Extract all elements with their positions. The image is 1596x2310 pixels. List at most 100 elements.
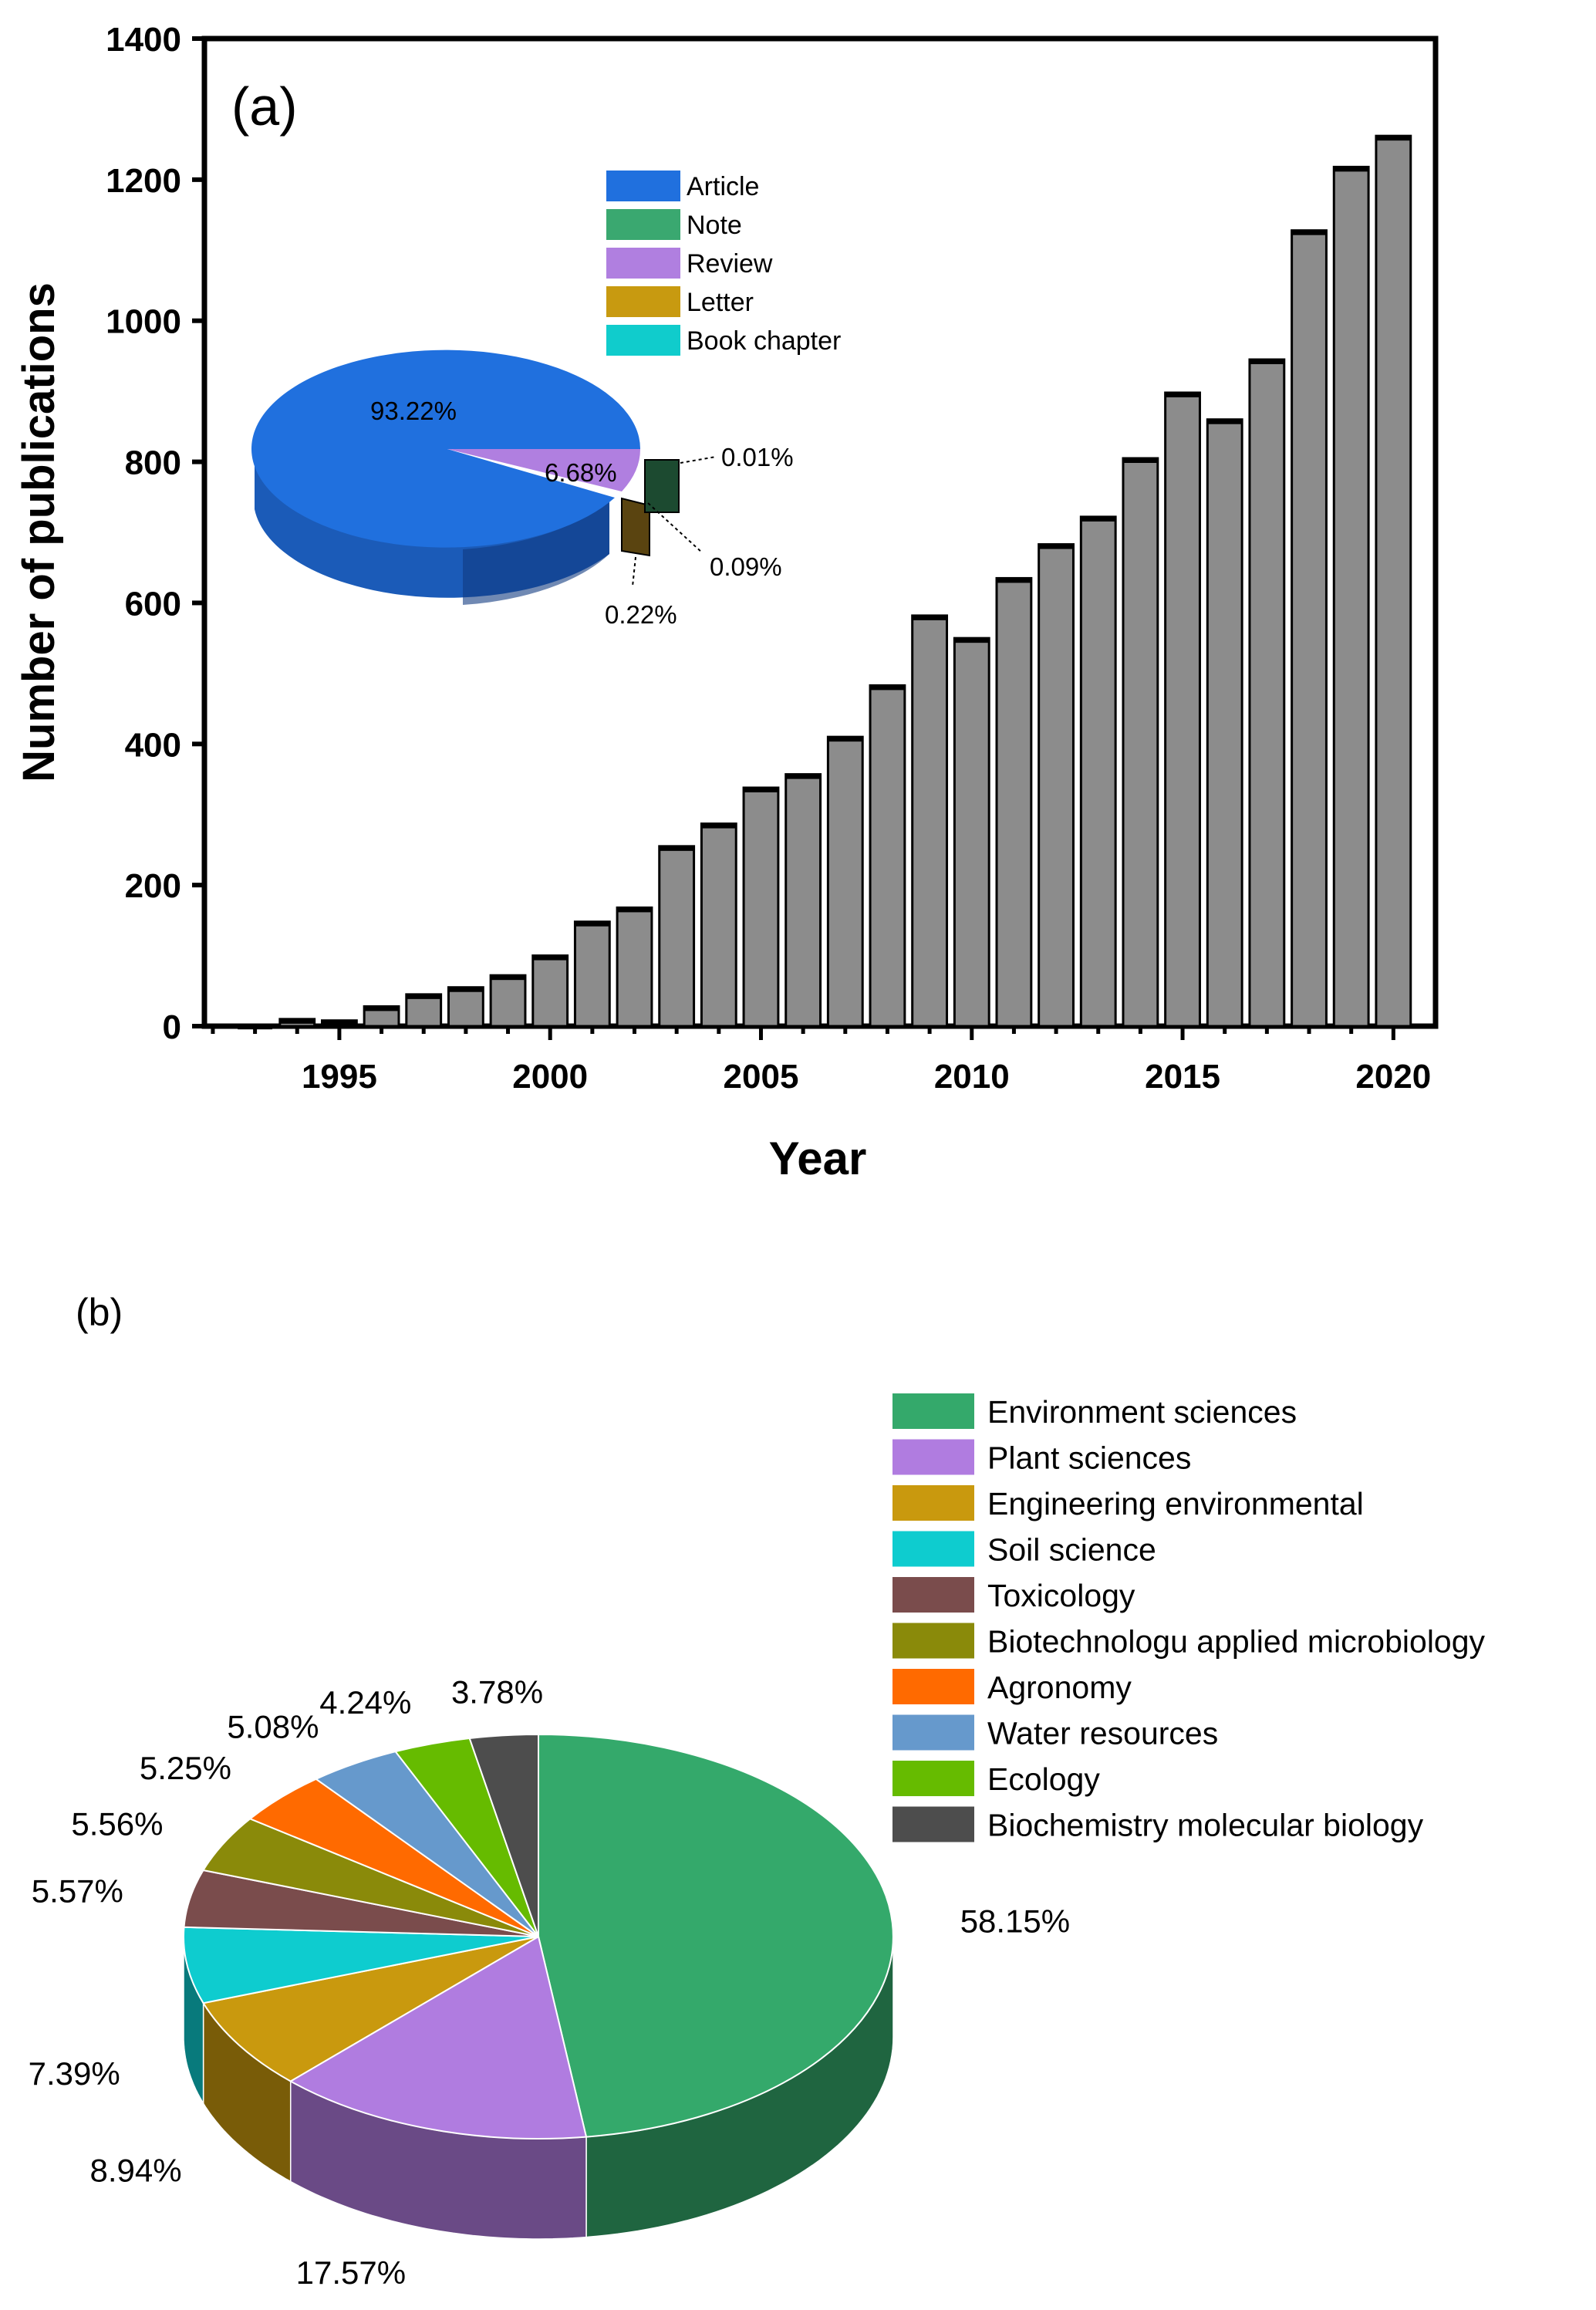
bar-2002 (616, 906, 653, 1028)
legend-swatch-ecology (892, 1761, 974, 1796)
pie-label-biotechnologu-applied-microbiology: 5.56% (71, 1806, 163, 1842)
bar-2012 (1038, 543, 1075, 1028)
bar-2006 (785, 773, 822, 1028)
bar-2001 (573, 920, 611, 1028)
bar-2014 (1122, 457, 1159, 1028)
inset-legend-swatch-letter (606, 286, 680, 317)
y-tick-label-600: 600 (125, 585, 181, 623)
bar-2018 (1291, 229, 1328, 1028)
x-axis-title: Year (769, 1133, 867, 1184)
legend-label-toxicology: Toxicology (987, 1578, 1135, 1613)
inset-legend-label-review: Review (687, 249, 773, 279)
bar-cap-2005 (744, 787, 778, 792)
bar-2007 (826, 735, 864, 1028)
panel-label-b: (b) (76, 1291, 123, 1334)
bar-2011 (995, 576, 1033, 1028)
inset-legend-label-book-chapter: Book chapter (687, 326, 841, 356)
bar-2015 (1164, 391, 1201, 1028)
legend-swatch-toxicology (892, 1577, 974, 1613)
bar-cap-2004 (701, 823, 737, 829)
bar-1999 (489, 974, 527, 1028)
y-tick-label-1000: 1000 (106, 303, 181, 341)
y-tick-label-0: 0 (163, 1008, 181, 1046)
pie-label-water-resources: 5.08% (227, 1709, 319, 1745)
pie-b: 58.15% 17.57% 8.94% 7.39% 5.57% 5.56% 5.25% 5.0… (29, 1674, 1071, 2291)
bar-2013 (1079, 515, 1117, 1028)
y-tick-label-400: 400 (125, 726, 181, 764)
bar-2019 (1332, 165, 1370, 1028)
bar-2000 (531, 954, 569, 1028)
legend-label-biotechnologu-applied-microbiology: Biotechnologu applied microbiology (987, 1624, 1486, 1660)
inset-slice-review (447, 449, 641, 491)
pie-slice-biochemistry-molecular-biology (468, 1733, 539, 1937)
pie-label-engineering-environmental: 8.94% (90, 2153, 182, 2189)
inset-legend-swatch-book-chapter (606, 325, 680, 356)
bar-cap-2017 (1249, 360, 1284, 364)
bar-2010 (953, 637, 990, 1028)
inset-pie-side-gradient (463, 499, 609, 605)
bar-cap-2014 (1122, 458, 1158, 463)
pie-label-agronomy: 5.25% (140, 1750, 231, 1786)
pie-slice-plant-sciences (288, 1935, 588, 2139)
bar-cap-1994 (279, 1018, 315, 1024)
bar-2005 (742, 786, 780, 1028)
legend-swatch-soil-science (892, 1531, 974, 1567)
y-tick-label-800: 800 (125, 444, 181, 482)
bar-cap-2011 (997, 578, 1031, 583)
bar-cap-2002 (617, 907, 652, 913)
inset-legend: Article Note Review Letter Book chapter (606, 171, 841, 356)
legend-swatch-biochemistry-molecular-biology (892, 1806, 974, 1842)
x-tick-label-2010: 2010 (934, 1058, 1010, 1096)
bar-2017 (1248, 358, 1286, 1028)
bar-cap-1998 (448, 987, 484, 992)
pie-side-walls (183, 1936, 894, 2240)
y-tick-label-200: 200 (125, 867, 181, 905)
bar-2009 (911, 614, 949, 1028)
bar-2003 (658, 845, 696, 1028)
inset-legend-swatch-review (606, 248, 680, 279)
bar-2004 (700, 822, 737, 1028)
legend-label-agronomy: Agronomy (987, 1670, 1132, 1705)
bar-cap-2019 (1334, 167, 1369, 172)
bar-cap-1999 (491, 975, 525, 981)
pie-label-soil-science: 7.39% (29, 2055, 120, 2092)
pie-label-ecology: 4.24% (319, 1684, 411, 1721)
bar-cap-2008 (870, 685, 905, 691)
legend-label-ecology: Ecology (987, 1761, 1100, 1797)
inset-leader-letter (632, 556, 636, 587)
inset-slice-label-letter: 0.22% (605, 600, 677, 629)
pie-label-plant-sciences: 17.57% (296, 2254, 406, 2291)
inset-legend-swatch-article (606, 171, 680, 201)
legend-swatch-biotechnologu-applied-microbiology (892, 1623, 974, 1659)
bar-cap-2013 (1081, 516, 1116, 522)
panel-label-a: (a) (231, 76, 298, 137)
legend-label-soil-science: Soil science (987, 1532, 1156, 1568)
pie-labels: 58.15% 17.57% 8.94% 7.39% 5.57% 5.56% 5.25% 5.0… (29, 1674, 1071, 2291)
inset-slice-note (644, 459, 680, 513)
inset-slice-label-book: 0.09% (710, 552, 782, 581)
y-tick-label-1400: 1400 (106, 21, 181, 59)
bar-chart-panel: (a) 0 200 400 600 800 1000 1200 1400 1995 2000 20… (14, 21, 1439, 1184)
pie-top-faces (183, 1733, 894, 2139)
bar-cap-2020 (1375, 136, 1411, 141)
bar-1997 (405, 993, 443, 1028)
bar-cap-2009 (912, 615, 947, 620)
inset-slice-label-article: 93.22% (370, 397, 457, 425)
pie-label-environment-sciences: 58.15% (960, 1903, 1070, 1939)
pie-label-toxicology: 5.57% (32, 1873, 123, 1909)
bar-cap-2000 (532, 955, 568, 961)
y-axis: 0 200 400 600 800 1000 1200 1400 (106, 21, 204, 1046)
bar-2008 (869, 684, 906, 1028)
legend-swatch-environment-sciences (892, 1393, 974, 1429)
inset-slice-article (251, 350, 641, 548)
bar-1998 (447, 986, 484, 1028)
bar-cap-2016 (1207, 419, 1243, 424)
bar-cap-1997 (406, 994, 441, 999)
x-tick-label-1995: 1995 (302, 1058, 377, 1096)
legend-swatch-water-resources (892, 1714, 974, 1751)
bar-cap-2001 (575, 921, 610, 927)
inset-slice-letter (621, 497, 650, 557)
pie-slice-engineering-environmental (201, 1936, 539, 2082)
bar-cap-1995 (322, 1020, 357, 1025)
